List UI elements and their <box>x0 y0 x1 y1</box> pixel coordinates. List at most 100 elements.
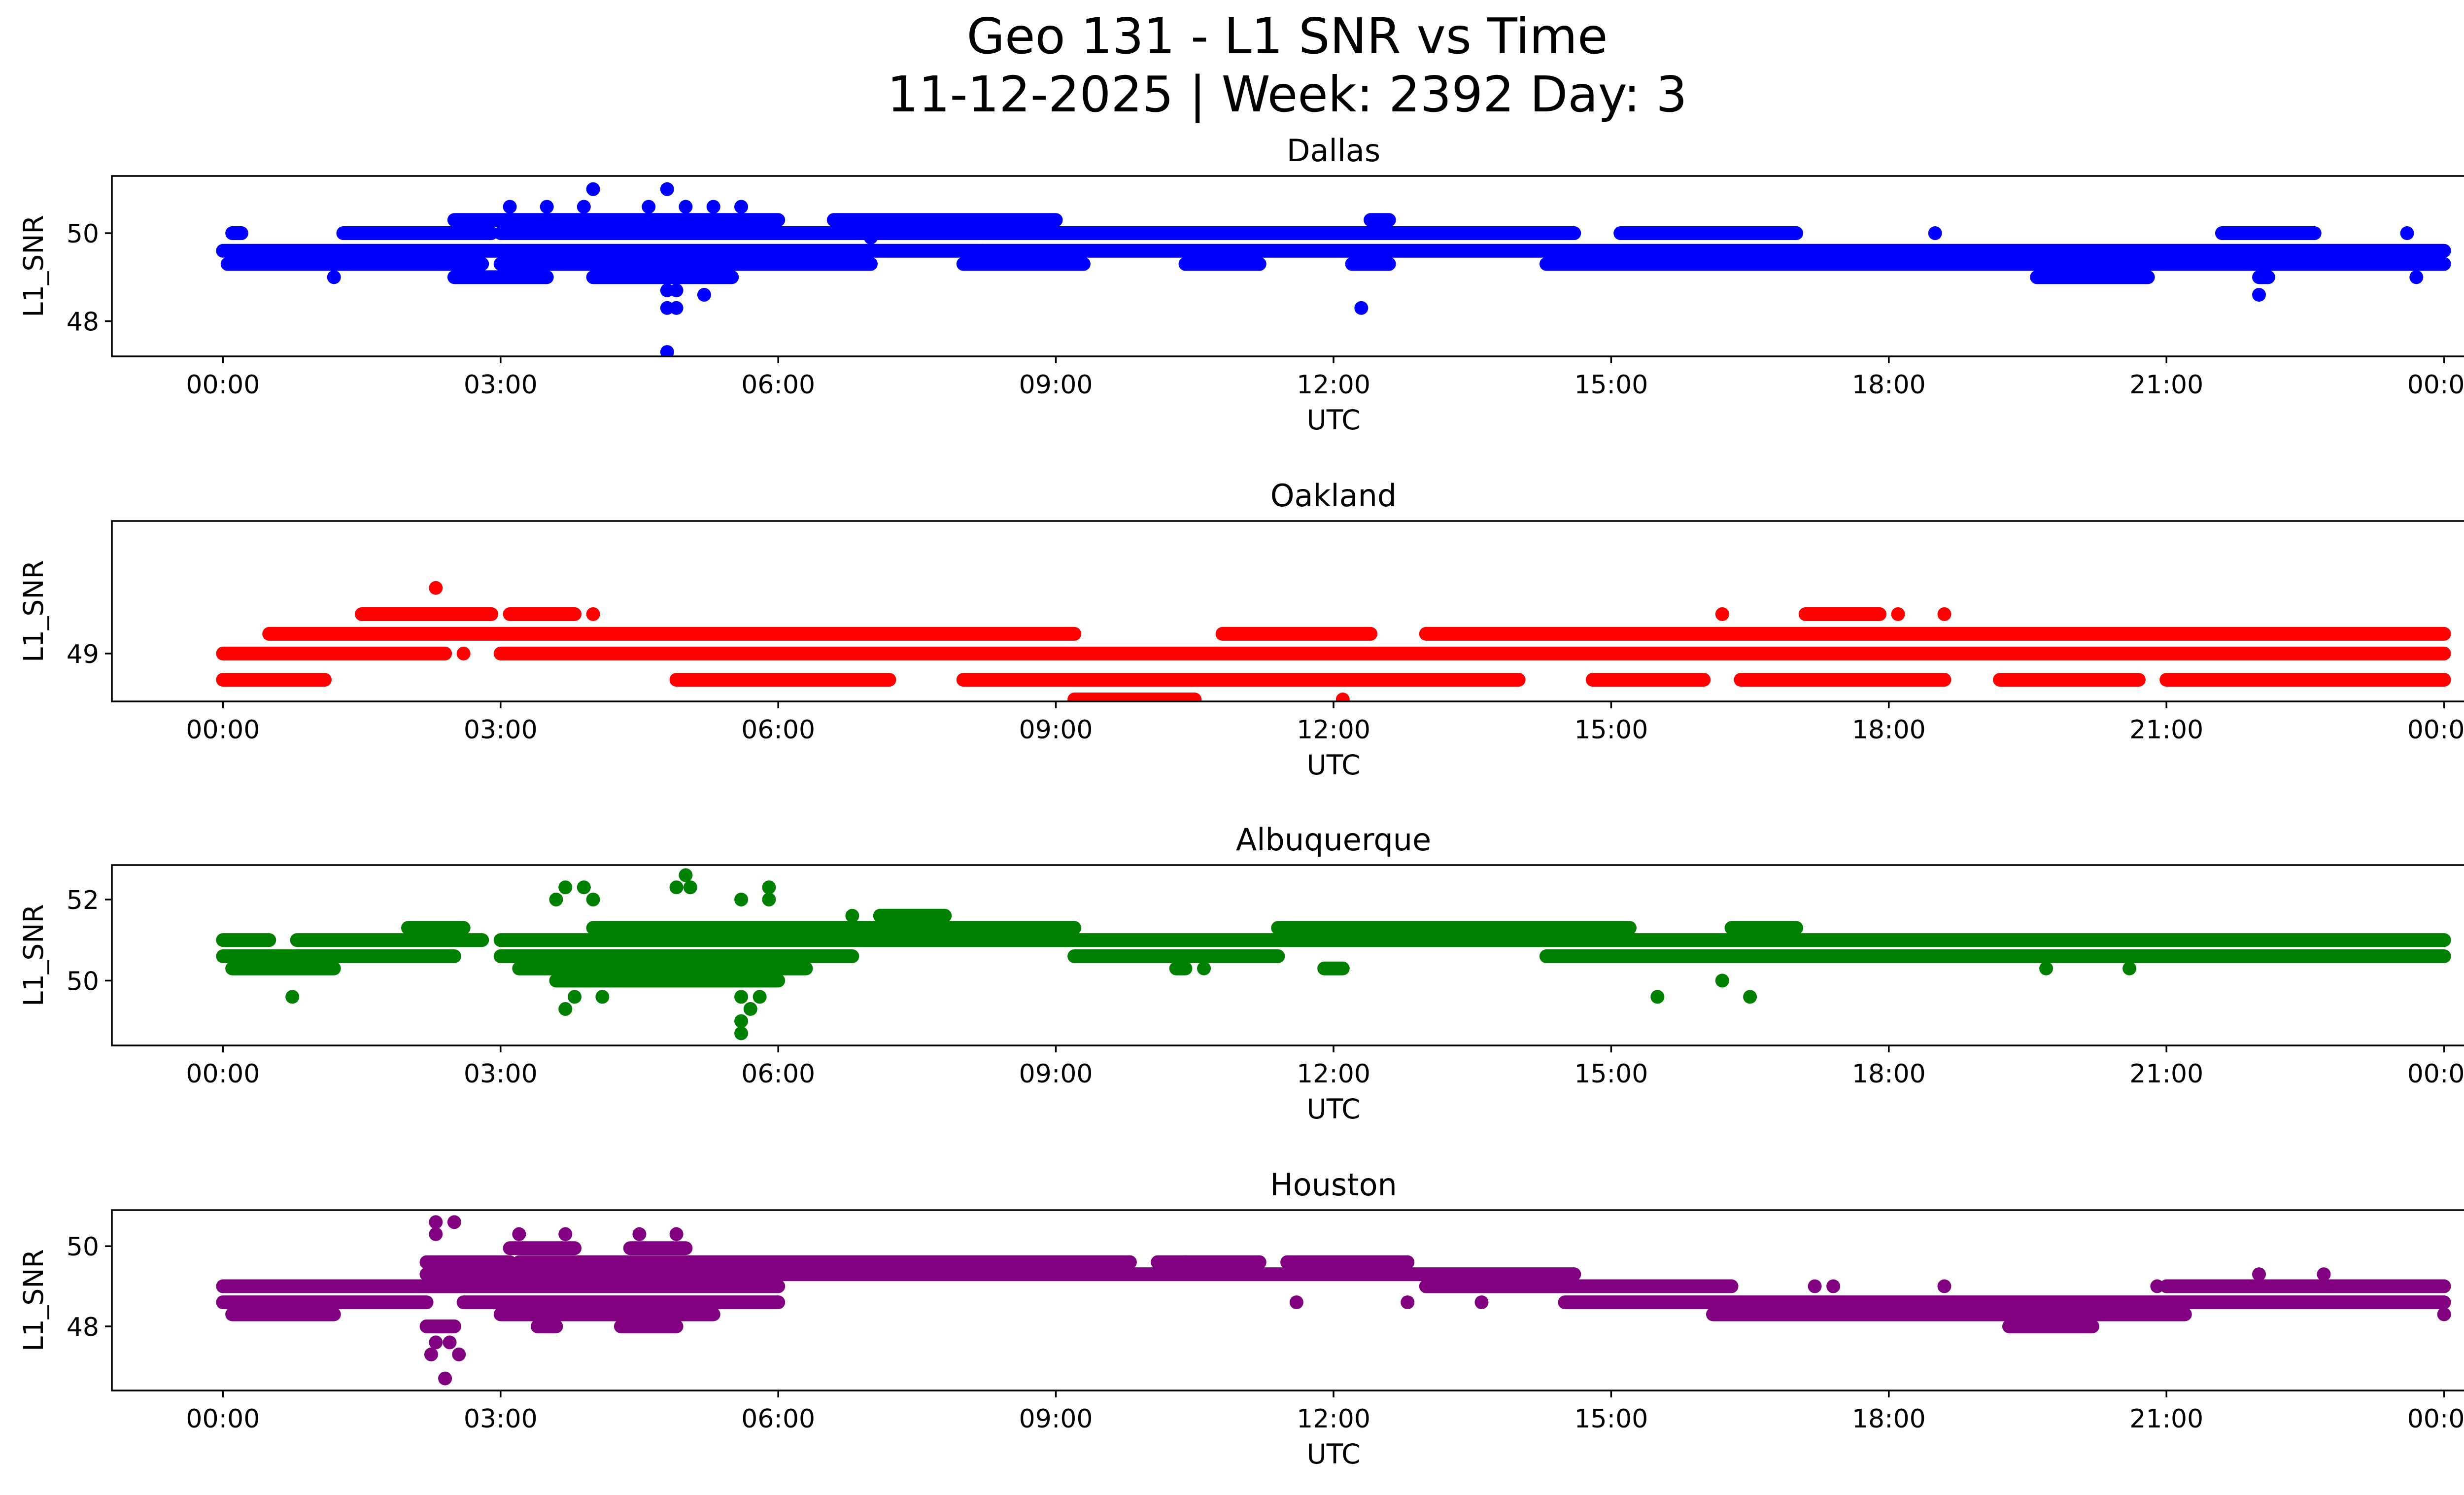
marker-band <box>1734 673 1951 687</box>
data-point <box>586 892 600 906</box>
data-point <box>679 200 693 214</box>
figure-title-line1: Geo 131 - L1 SNR vs Time <box>967 7 1608 65</box>
data-point <box>429 1215 443 1229</box>
data-point <box>2122 961 2137 975</box>
x-tick-label: 00:00 <box>2407 370 2464 400</box>
x-tick-label: 12:00 <box>1297 1059 1370 1089</box>
marker-band <box>530 1319 563 1333</box>
data-point <box>2317 1267 2331 1282</box>
data-point <box>669 301 684 315</box>
subplot-title: Oakland <box>1270 478 1397 514</box>
subplot-oakland: Oakland 00:00 03:00 06:00 09:00 12:00 15:00 18:… <box>18 478 2464 781</box>
marker-band <box>447 213 786 227</box>
marker-band <box>336 226 498 241</box>
x-tick-label: 06:00 <box>741 370 815 400</box>
marker-band <box>1724 921 1804 935</box>
data-point <box>429 1227 443 1241</box>
marker-band <box>216 949 461 964</box>
x-tick-label: 12:00 <box>1297 1404 1370 1434</box>
data-point <box>1808 1279 1822 1293</box>
marker-band <box>493 1307 720 1321</box>
x-tick-label: 09:00 <box>1019 370 1093 400</box>
marker-band <box>216 933 276 947</box>
y-axis-label: L1_SNR <box>18 560 49 662</box>
marker-band <box>1215 626 1378 641</box>
marker-band <box>419 1255 517 1269</box>
marker-band <box>1706 1307 2192 1321</box>
x-axis-label: UTC <box>1306 1438 1360 1470</box>
marker-band <box>1151 1255 1266 1269</box>
data-point <box>863 230 878 244</box>
marker-band <box>2030 270 2155 284</box>
subplot-houston: Houston 00:00 03:00 06:00 09:00 12:00 15:00 18:… <box>18 1167 2464 1470</box>
y-tick-label: 52 <box>67 886 99 915</box>
data-point <box>660 182 674 196</box>
x-tick-label: 00:00 <box>2407 1059 2464 1089</box>
x-tick-label: 12:00 <box>1297 370 1370 400</box>
data-point <box>512 1227 526 1241</box>
data-point <box>1891 607 1905 621</box>
marker-band <box>355 607 498 621</box>
data-point <box>1928 226 1942 241</box>
marker-band <box>873 908 952 923</box>
marker-band <box>1067 949 1285 964</box>
marker-band <box>493 226 896 241</box>
data-point <box>2409 270 2424 284</box>
x-tick-label: 15:00 <box>1574 370 1648 400</box>
marker-band <box>1993 673 2146 687</box>
data-point <box>975 243 989 258</box>
subplot-dallas: Dallas 00:00 03:00 06:00 09:00 12:00 15:00 18:0… <box>18 133 2464 436</box>
data-point <box>285 990 300 1004</box>
marker-band <box>1419 1279 1739 1293</box>
x-tick-label: 03:00 <box>464 1404 538 1434</box>
marker-band <box>1067 693 1202 701</box>
data-point <box>438 1371 452 1386</box>
data-point <box>429 1335 443 1350</box>
data-point <box>2437 1307 2451 1321</box>
marker-band <box>1539 257 2451 271</box>
data-point <box>1937 607 1951 621</box>
data-point <box>1743 990 1757 1004</box>
data-point <box>586 182 600 196</box>
marker-group <box>216 1215 2451 1386</box>
marker-band <box>216 673 332 687</box>
data-point <box>642 200 656 214</box>
data-point <box>2150 1279 2164 1293</box>
marker-band <box>419 1267 1581 1282</box>
x-tick-label: 03:00 <box>464 1059 538 1089</box>
marker-band <box>882 226 1063 241</box>
data-point <box>1650 990 1665 1004</box>
marker-band <box>216 1295 434 1310</box>
data-point <box>669 880 684 895</box>
marker-band <box>826 213 1063 227</box>
marker-band <box>623 1241 693 1255</box>
marker-band <box>1271 921 1637 935</box>
data-point <box>540 200 554 214</box>
x-axis-label: UTC <box>1306 404 1360 436</box>
x-tick-label: 09:00 <box>1019 1404 1093 1434</box>
marker-band <box>503 607 582 621</box>
x-tick-label: 00:00 <box>2407 715 2464 745</box>
x-tick-label: 00:00 <box>2407 1404 2464 1434</box>
marker-band <box>216 1279 786 1293</box>
marker-band <box>586 270 739 284</box>
data-point <box>549 892 563 906</box>
data-point <box>1826 1279 1841 1293</box>
marker-band <box>1798 607 1887 621</box>
marker-band <box>493 646 2451 661</box>
data-point <box>1289 1295 1303 1310</box>
data-point <box>762 892 776 906</box>
x-tick-label: 18:00 <box>1852 1059 1926 1089</box>
data-point <box>568 990 582 1004</box>
marker-band <box>216 646 452 661</box>
y-tick-label: 49 <box>67 640 99 669</box>
data-point <box>1197 961 1211 975</box>
y-tick-label: 50 <box>67 219 99 249</box>
x-tick-label: 00:00 <box>186 1059 260 1089</box>
marker-band <box>503 1241 582 1255</box>
x-tick-label: 18:00 <box>1852 715 1926 745</box>
x-tick-label: 21:00 <box>2129 715 2203 745</box>
x-tick-label: 15:00 <box>1574 1404 1648 1434</box>
marker-band <box>2215 226 2322 241</box>
